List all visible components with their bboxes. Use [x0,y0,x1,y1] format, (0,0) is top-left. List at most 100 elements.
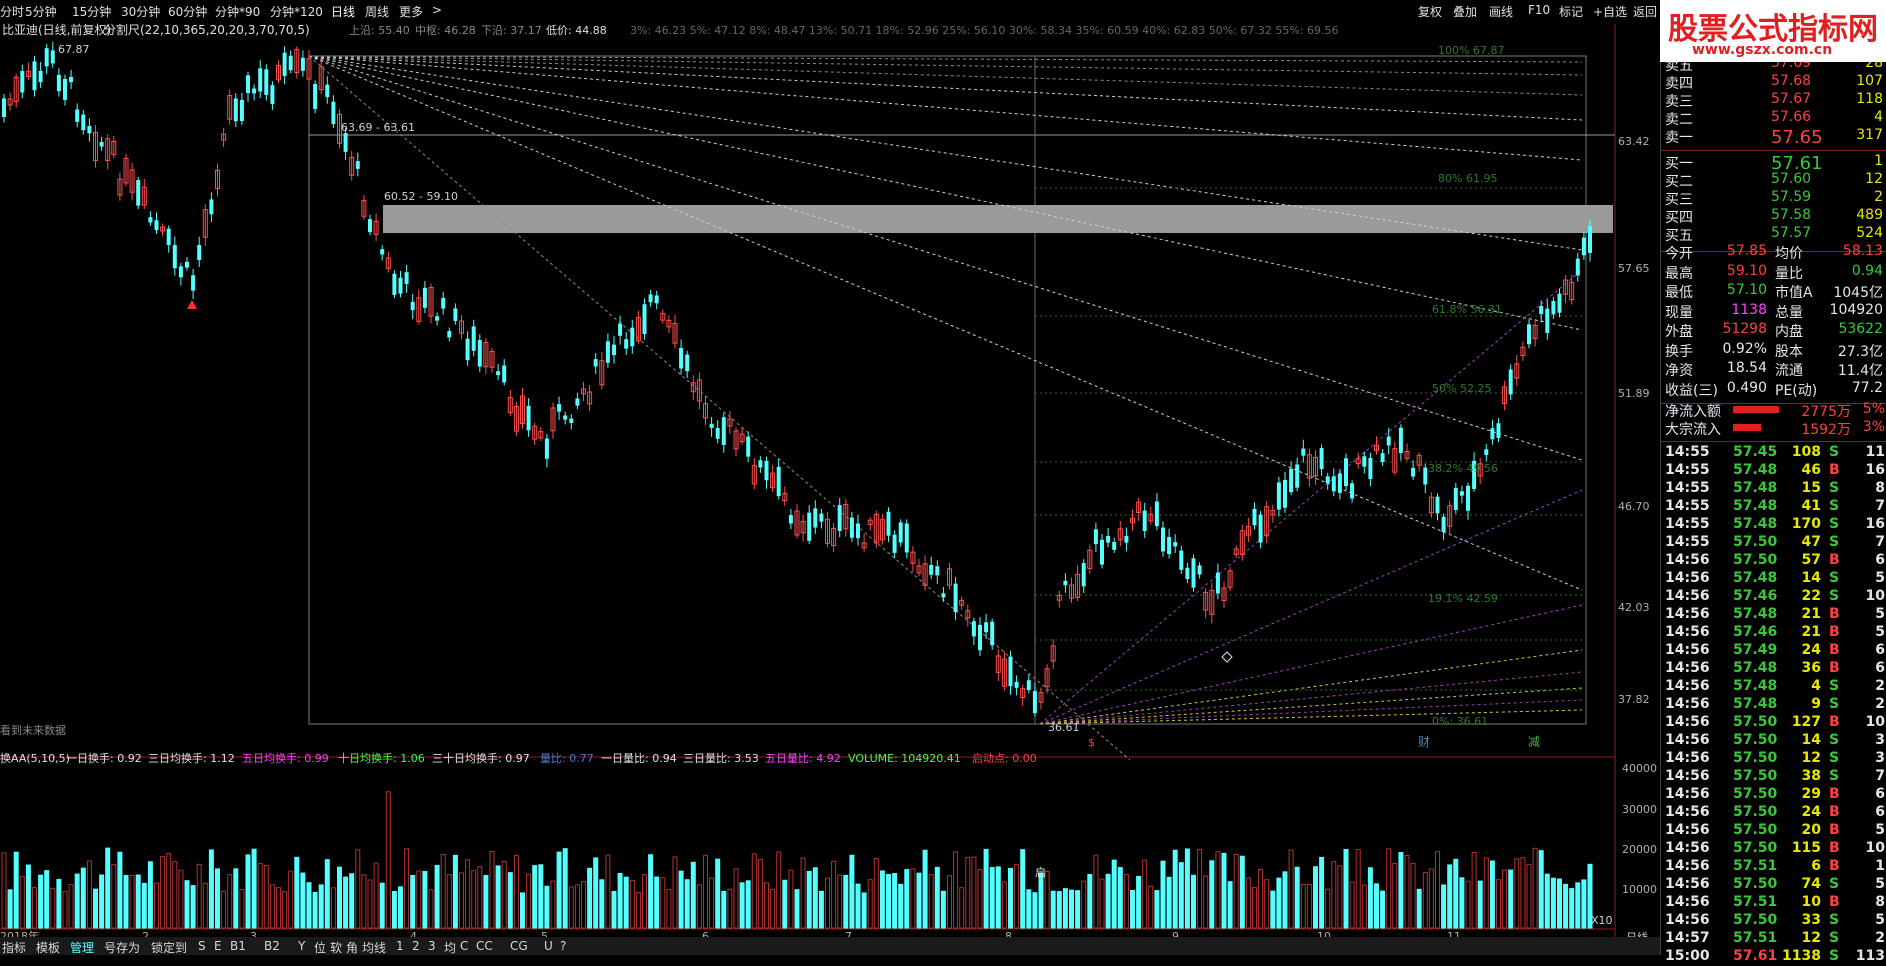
bottom-tab[interactable]: 1 [396,939,404,953]
candle-down [758,460,763,468]
volume-bar [574,884,580,929]
candle-down [1581,237,1586,256]
candle-down [1386,436,1391,446]
bottom-tab[interactable]: 号存为 [104,941,141,955]
candle-down [1191,558,1196,588]
volume-bar [696,884,702,929]
tick-time: 14:56 [1665,660,1710,676]
tick-row: 14:57 57.51 12 S 2 [1661,930,1886,948]
bottom-tab[interactable]: C [460,939,469,953]
bottom-tab[interactable]: 锁定到 [151,941,188,955]
bottom-tab[interactable]: S [198,939,206,953]
bottom-tab[interactable]: U [544,939,553,953]
period-30min[interactable]: 30分钟 [121,5,161,19]
quote-value: 57.10 [1726,282,1767,298]
candle-up [7,98,13,106]
tick-side: B [1829,552,1840,568]
bottom-tab[interactable]: 3 [428,939,436,953]
candle-down [1496,423,1501,438]
volume-bar [684,879,690,929]
period-week[interactable]: 周线 [365,5,390,19]
watermark-logo: 股票公式指标网 www.gszx.com.cn [1660,0,1886,62]
volume-bar [678,870,684,929]
period-day[interactable]: 日线 [331,5,356,19]
diejia-button[interactable]: 叠加 [1453,5,1478,19]
bottom-tab[interactable]: 位 [314,941,327,955]
volume-bar [1099,878,1105,929]
candle-up [117,178,123,196]
candle-down [264,69,269,95]
candle-down [819,513,824,522]
buy-level-label: 买三 [1665,192,1693,208]
candle-down [1362,456,1367,467]
candle-down [1112,541,1117,550]
period-90min[interactable]: 分钟*90 [215,5,261,19]
biaoji-button[interactable]: 标记 [1559,5,1584,19]
tick-price: 57.50 [1733,714,1778,730]
kline-chart[interactable]: 比亚迪(日线,前复权) 分割尺(22,10,365,20,20,3,70,70,… [0,0,1660,955]
bottom-tab[interactable]: E [214,939,222,953]
zixuan-button[interactable]: +自选 [1593,5,1628,19]
diamond-marker-icon [1221,651,1233,663]
quote-panel: 卖五 57.69 28 卖四 57.68 107 卖三 57.67 118 卖二 57.66 4 卖一 5… [1660,0,1886,964]
tick-price: 57.51 [1733,930,1778,946]
volume-bar [1447,864,1453,929]
volume-bar [922,849,928,929]
fuquan-button[interactable]: 复权 [1418,5,1443,19]
bottom-tab[interactable]: B2 [264,939,280,953]
bottom-tab[interactable]: 管理 [70,941,95,955]
bottom-tab[interactable]: 均 [444,941,457,955]
candle-up [947,568,952,586]
bottom-tab[interactable]: 角 [346,941,359,955]
period-120min[interactable]: 分钟*120 [270,5,323,19]
tick-side: B [1829,840,1840,856]
candle-down [368,219,372,233]
candle-down [1093,529,1098,545]
period-60min[interactable]: 60分钟 [168,5,208,19]
volume-bar [135,874,141,929]
tick-row: 14:56 57.50 115 B 10 [1661,840,1886,858]
bottom-tab[interactable]: Y [298,939,306,953]
candle-up [1514,363,1520,379]
volume-bar [7,889,13,929]
y-tick-3: 51.89 [1618,387,1650,400]
volume-bar [1398,852,1404,929]
tick-row: 14:56 57.50 127 B 10 [1661,714,1886,732]
candle-down [612,344,616,356]
bottom-tab[interactable]: 2 [412,939,420,953]
tick-count: 7 [1875,768,1885,784]
period-15min[interactable]: 15分钟 [72,5,112,19]
fanhui-button[interactable]: 返回 [1633,5,1658,19]
tick-side: S [1829,750,1840,766]
bottom-tab[interactable]: 均线 [362,941,387,955]
bottom-tab[interactable]: 指标 [2,941,27,955]
candle-up [879,519,885,541]
bottom-tab[interactable]: 模板 [36,941,61,955]
volume-bar [635,892,641,929]
volume-bar [239,889,245,929]
bottom-tab[interactable]: ? [560,939,567,953]
tick-volume: 14 [1801,570,1821,586]
volume-bar [1282,871,1288,929]
huaxian-button[interactable]: 画线 [1489,5,1514,19]
volume-bar [343,876,349,929]
period-fenshi[interactable]: 分时 [0,5,25,19]
period-5min[interactable]: 5分钟 [25,5,57,19]
volume-bar [1069,889,1074,929]
tick-side: S [1829,480,1840,496]
volume-bar [1166,876,1172,929]
volume-bar [99,874,105,929]
candle-down [746,436,751,457]
quote-label: 换手 [1665,343,1693,360]
tick-time: 14:55 [1665,462,1710,478]
period-more[interactable]: 更多 [399,5,424,19]
more-arrow-icon[interactable]: > [432,3,443,17]
y-tick-2: 57.65 [1618,262,1650,275]
f10-button[interactable]: F10 [1528,3,1551,17]
candle-down [1423,467,1428,485]
bottom-tab[interactable]: B1 [230,939,246,953]
bottom-tab[interactable]: 软 [330,941,343,955]
bottom-tab[interactable]: CG [510,939,528,953]
bottom-tab[interactable]: CC [476,939,493,953]
volume-bar [898,883,904,929]
